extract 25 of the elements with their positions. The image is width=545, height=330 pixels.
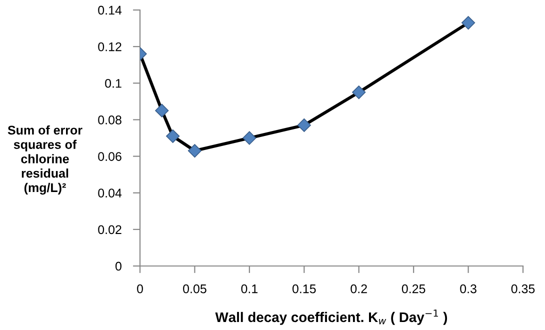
y-tick-label: 0.06 xyxy=(98,152,122,161)
y-tick-label: 0.12 xyxy=(98,42,122,52)
x-tick-label: 0.05 xyxy=(183,284,206,294)
x-tick-label: 0.2 xyxy=(350,284,367,294)
point xyxy=(461,16,476,30)
x-tick-label: 0.35 xyxy=(511,284,535,294)
x-tick-label: 0.25 xyxy=(402,284,426,294)
point xyxy=(188,144,202,158)
point xyxy=(297,118,311,132)
y-tick-label: 0.02 xyxy=(98,225,122,234)
x-tick-label: 0.15 xyxy=(292,284,316,294)
point xyxy=(242,131,256,145)
x-tick-label: 0.3 xyxy=(460,284,476,294)
x-tick-label: 0 xyxy=(137,284,143,294)
x-tick-label: 0.1 xyxy=(241,284,258,294)
y-axis-title: Sum of error squares of chlorine residual (mg/L)² xyxy=(8,125,82,195)
y-tick-label: 0.14 xyxy=(98,6,122,15)
y-tick-label: 0.08 xyxy=(98,116,122,124)
point xyxy=(352,85,366,100)
y-tick-label: 0 xyxy=(115,262,122,271)
point xyxy=(166,129,180,143)
x-axis-title: Wall decay coefficient. K$_{w}$ ( Day$^{−1}$ ) xyxy=(215,310,448,325)
y-tick-label: 0.04 xyxy=(98,188,122,198)
y-tick-label: 0.1 xyxy=(105,78,122,88)
point xyxy=(155,104,169,118)
